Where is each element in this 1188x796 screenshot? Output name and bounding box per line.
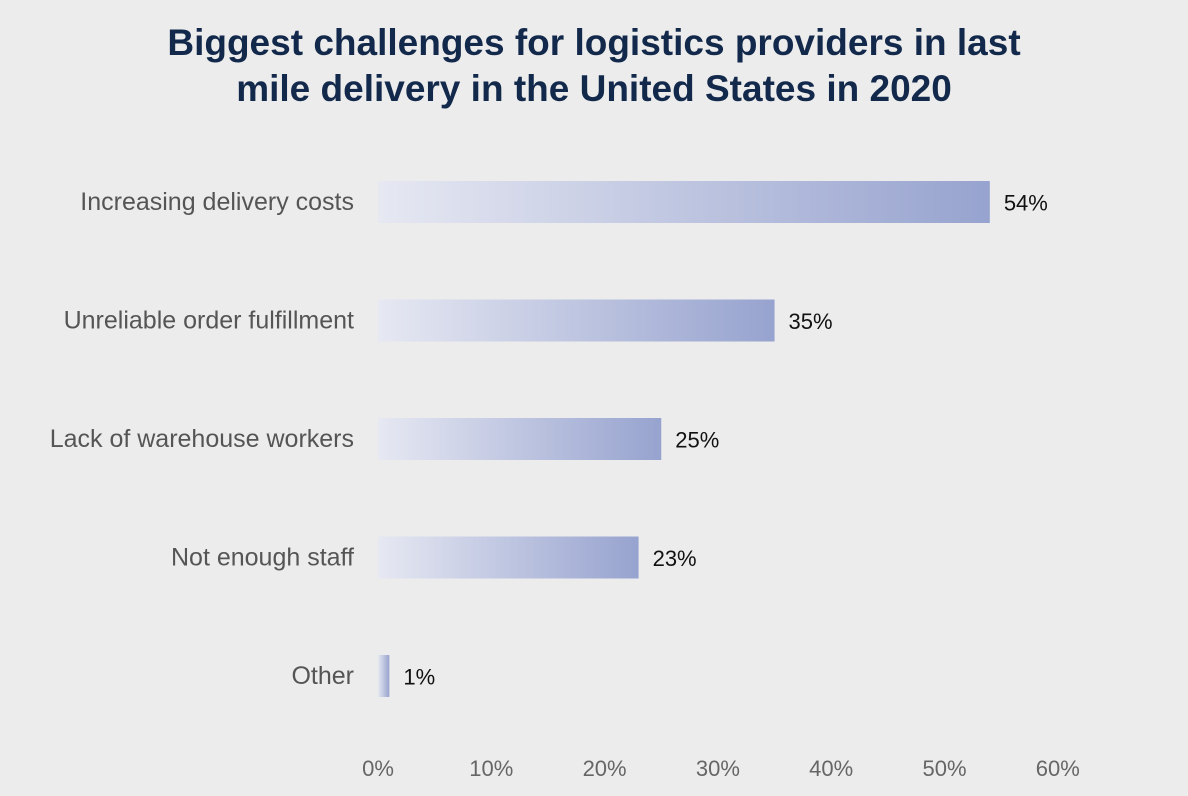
- value-label-4: 1%: [403, 665, 435, 690]
- x-axis: 0% 10% 20% 30% 40% 50% 60%: [362, 756, 1080, 781]
- value-label-2: 25%: [675, 428, 719, 453]
- bars-layer: Increasing delivery costs 54% Unreliable o…: [50, 181, 1048, 697]
- x-tick-label-1: 10%: [469, 756, 513, 781]
- value-label-1: 35%: [789, 309, 833, 334]
- chart-title-line-2: mile delivery in the United States in 20…: [236, 68, 952, 109]
- x-tick-label-4: 40%: [809, 756, 853, 781]
- category-label-3: Not enough staff: [171, 544, 354, 572]
- value-label-0: 54%: [1004, 191, 1048, 216]
- x-tick-label-3: 30%: [696, 756, 740, 781]
- bar-0: [378, 181, 990, 223]
- x-tick-label-5: 50%: [922, 756, 966, 781]
- category-label-4: Other: [291, 662, 354, 690]
- chart-title: Biggest challenges for logistics provide…: [0, 20, 1188, 112]
- x-tick-label-0: 0%: [362, 756, 394, 781]
- category-label-2: Lack of warehouse workers: [50, 425, 354, 453]
- category-label-1: Unreliable order fulfillment: [64, 307, 354, 335]
- bar-1: [378, 299, 775, 342]
- bar-2: [378, 418, 662, 460]
- bar-4: [378, 655, 390, 697]
- chart-title-line-1: Biggest challenges for logistics provide…: [167, 22, 1021, 63]
- x-tick-label-2: 20%: [583, 756, 627, 781]
- value-label-3: 23%: [653, 546, 697, 571]
- bar-3: [378, 536, 639, 579]
- category-label-0: Increasing delivery costs: [80, 188, 354, 216]
- x-tick-label-6: 60%: [1036, 756, 1080, 781]
